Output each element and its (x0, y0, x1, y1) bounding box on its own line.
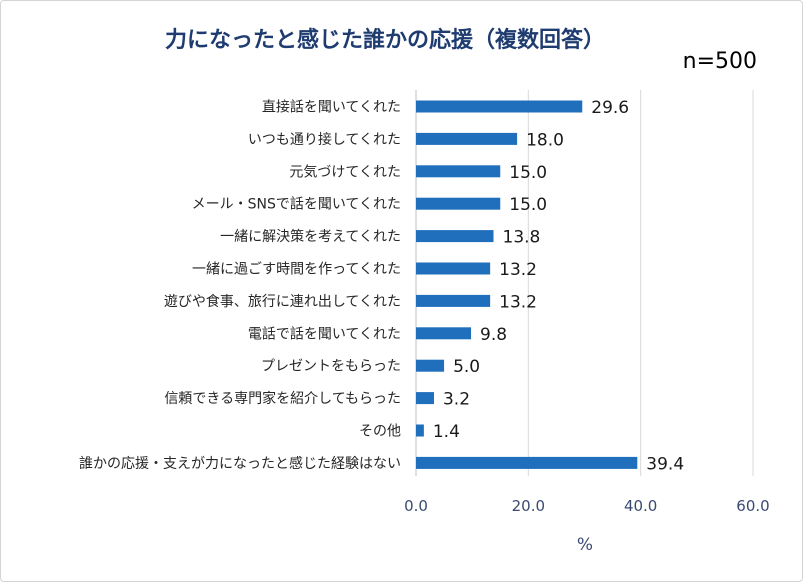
value-label: 29.6 (591, 98, 629, 118)
x-tick-label: 60.0 (736, 497, 769, 515)
value-label: 1.4 (433, 422, 460, 442)
bar (416, 197, 501, 210)
gridlines (415, 90, 754, 476)
value-label: 13.2 (499, 292, 537, 312)
bar (416, 230, 494, 243)
bar (416, 424, 424, 437)
category-label: 直接話を聞いてくれた (262, 99, 401, 116)
category-label: 元気づけてくれた (289, 164, 401, 180)
category-label: 一緒に解決策を考えてくれた (220, 228, 401, 245)
bar (416, 359, 445, 372)
labels: 0.0 20.0 40.0 60.0 直接話を聞いてくれた 29.6 いつも通り接してくれた… (79, 98, 770, 515)
bar (416, 294, 491, 307)
value-label: 39.4 (646, 454, 684, 474)
x-tick-label: 20.0 (512, 497, 545, 515)
value-label: 9.8 (480, 325, 507, 345)
category-label: 一緒に過ごす時間を作ってくれた (192, 262, 401, 278)
bar (416, 456, 638, 469)
x-axis-title: % (577, 535, 593, 555)
bar (416, 165, 501, 178)
category-label: 電話で話を聞いてくれた (248, 325, 401, 342)
value-label: 13.2 (499, 260, 537, 280)
value-label: 15.0 (509, 163, 547, 183)
value-label: 18.0 (526, 130, 564, 150)
category-label: その他 (359, 424, 401, 440)
bar (416, 100, 583, 113)
bar (416, 327, 472, 340)
chart-title: 力になったと感じた誰かの応援（複数回答） (164, 28, 605, 53)
category-label: プレゼントをもらった (261, 359, 401, 375)
sample-size-label: n=500 (682, 49, 757, 74)
bar (416, 392, 434, 405)
category-label: 信頼できる専門家を紹介してもらった (164, 390, 401, 407)
x-tick-label: 40.0 (624, 497, 657, 515)
bars (416, 100, 638, 469)
value-label: 15.0 (509, 195, 547, 215)
value-label: 13.8 (503, 228, 541, 248)
category-label: 誰かの応援・支えが力になったと感じた経験はない (79, 455, 401, 472)
bar (416, 132, 518, 145)
x-tick-label: 0.0 (404, 497, 428, 515)
bar (416, 262, 491, 275)
value-label: 3.2 (443, 390, 470, 410)
category-label: いつも通り接してくれた (248, 131, 401, 148)
category-label: メール・SNSで話を聞いてくれた (192, 196, 401, 213)
value-label: 5.0 (453, 357, 480, 377)
category-label: 遊びや食事、旅行に連れ出してくれた (164, 293, 401, 310)
